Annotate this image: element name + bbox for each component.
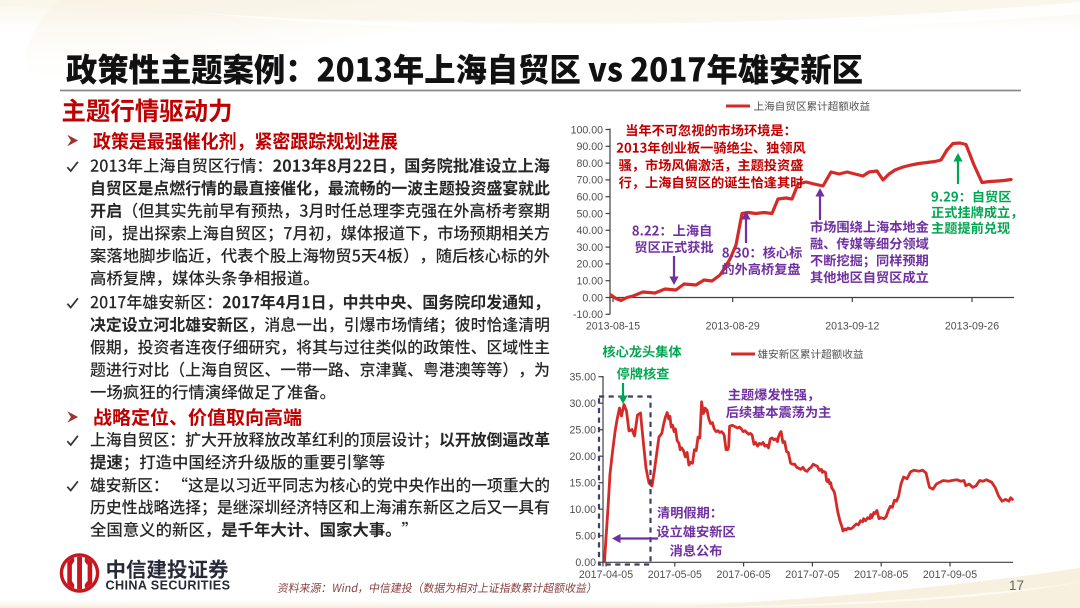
svg-text:0.00: 0.00 bbox=[575, 557, 596, 569]
svg-text:100.00: 100.00 bbox=[571, 124, 604, 136]
svg-text:2013-09-12: 2013-09-12 bbox=[825, 320, 879, 332]
svg-text:35.00: 35.00 bbox=[569, 372, 596, 384]
svg-text:15.00: 15.00 bbox=[569, 478, 596, 490]
svg-text:2017-08-05: 2017-08-05 bbox=[854, 569, 908, 581]
svg-text:30.00: 30.00 bbox=[569, 398, 596, 410]
svg-text:0.00: 0.00 bbox=[582, 292, 603, 304]
svg-text:CHINA SECURITIES: CHINA SECURITIES bbox=[106, 579, 231, 593]
svg-text:80.00: 80.00 bbox=[576, 158, 603, 170]
svg-text:20.00: 20.00 bbox=[576, 259, 603, 271]
svg-text:70.00: 70.00 bbox=[576, 175, 603, 187]
svg-text:17: 17 bbox=[1009, 578, 1024, 593]
svg-text:2013-08-15: 2013-08-15 bbox=[586, 320, 640, 332]
svg-text:25.00: 25.00 bbox=[569, 425, 596, 437]
svg-text:30.00: 30.00 bbox=[576, 242, 603, 254]
svg-text:50.00: 50.00 bbox=[576, 208, 603, 220]
svg-text:2017-04-05: 2017-04-05 bbox=[579, 569, 633, 581]
svg-text:5.00: 5.00 bbox=[575, 531, 596, 543]
svg-text:40.00: 40.00 bbox=[576, 225, 603, 237]
svg-text:2013-08-29: 2013-08-29 bbox=[706, 320, 760, 332]
svg-text:10.00: 10.00 bbox=[569, 504, 596, 516]
svg-text:2013-09-26: 2013-09-26 bbox=[945, 320, 999, 332]
svg-text:2017-07-05: 2017-07-05 bbox=[785, 569, 839, 581]
svg-text:2017-06-05: 2017-06-05 bbox=[716, 569, 770, 581]
svg-text:2017-05-05: 2017-05-05 bbox=[648, 569, 702, 581]
svg-text:-10.00: -10.00 bbox=[573, 309, 603, 321]
svg-text:90.00: 90.00 bbox=[576, 141, 603, 153]
svg-text:10.00: 10.00 bbox=[576, 276, 603, 288]
svg-text:2017-09-05: 2017-09-05 bbox=[923, 569, 977, 581]
svg-text:20.00: 20.00 bbox=[569, 451, 596, 463]
svg-text:60.00: 60.00 bbox=[576, 192, 603, 204]
